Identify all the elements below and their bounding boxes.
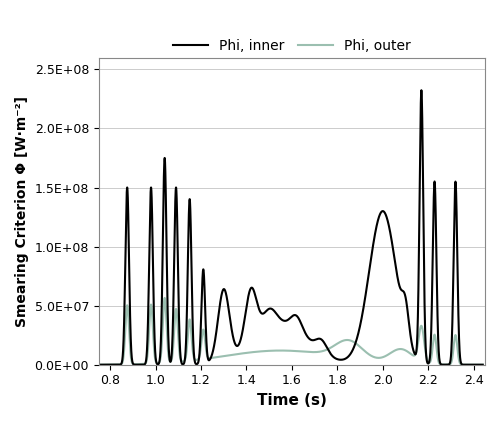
Phi, outer [372,354,378,360]
Line: Phi, outer: Phi, outer [101,298,482,365]
Phi, inner [98,362,104,367]
Phi, outer [278,348,284,353]
Y-axis label: Smearing Criterion Φ [W·m⁻²]: Smearing Criterion Φ [W·m⁻²] [15,96,29,327]
Phi, inner [329,353,335,358]
Phi, inner [372,235,378,240]
Phi, inner [418,88,424,93]
Phi, outer [343,338,349,343]
Phi, outer [193,357,199,363]
Legend: Phi, inner, Phi, outer: Phi, inner, Phi, outer [168,34,416,59]
Phi, outer [455,351,461,356]
Phi, inner [455,294,461,299]
Phi, inner [278,317,284,322]
X-axis label: Time (s): Time (s) [257,393,327,408]
Phi, outer [98,362,104,367]
Phi, outer [480,362,486,367]
Phi, inner [193,362,199,367]
Phi, inner [343,356,349,361]
Phi, inner [480,362,486,367]
Line: Phi, inner: Phi, inner [101,90,482,365]
Phi, outer [162,295,168,300]
Phi, outer [329,344,335,349]
